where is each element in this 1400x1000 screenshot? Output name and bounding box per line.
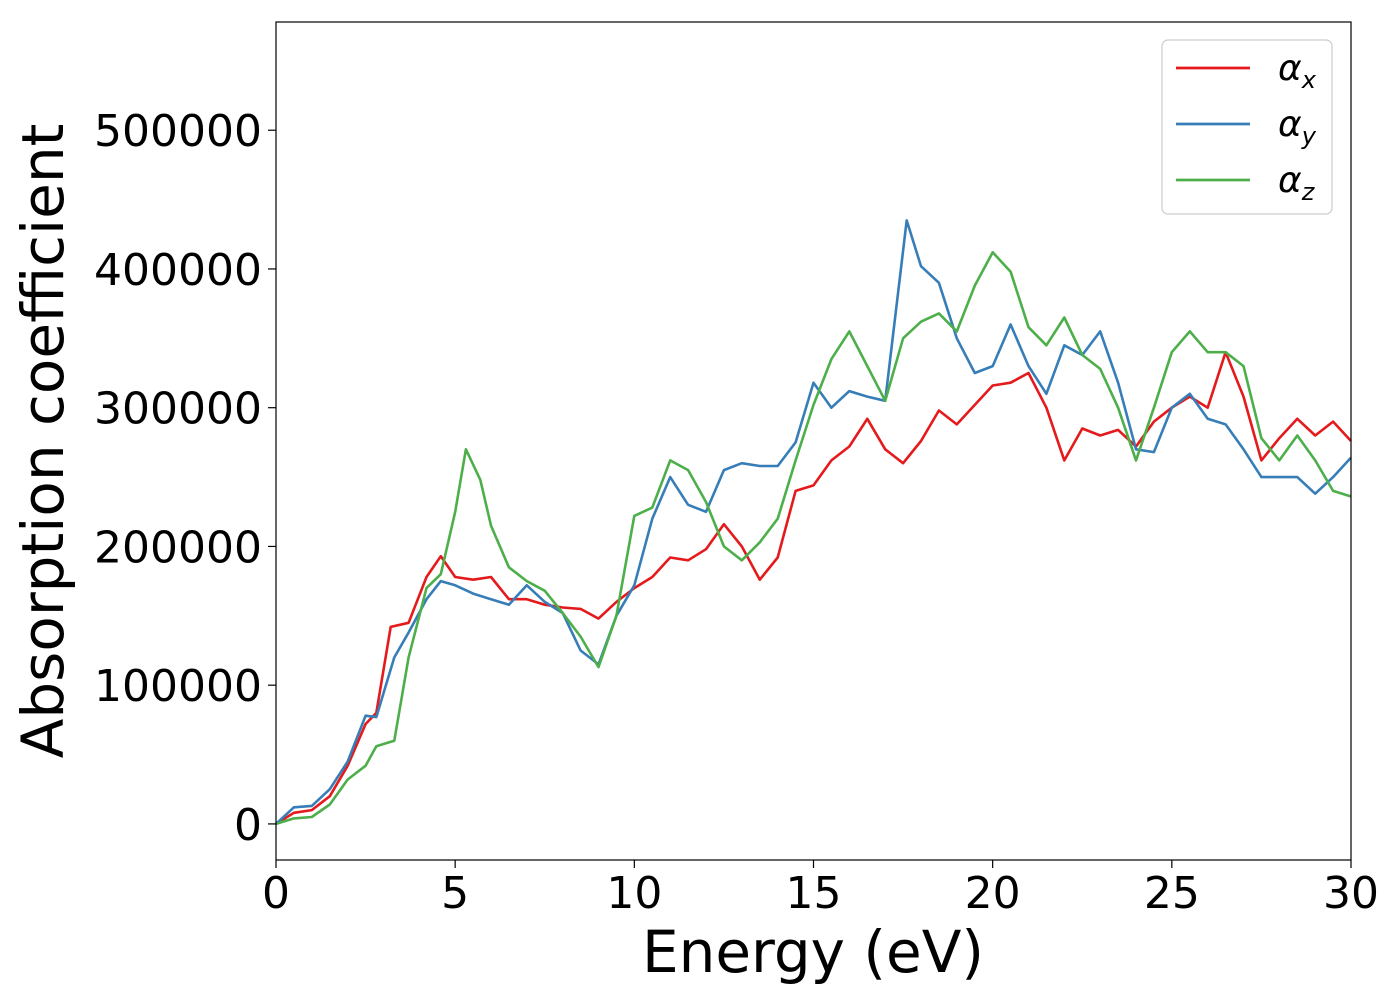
y-tick-label: 0 (234, 800, 262, 851)
y-tick-label: 200000 (94, 522, 262, 573)
series-line-y (275, 219, 1352, 825)
y-tick-label: 400000 (94, 245, 262, 296)
series-layer (275, 219, 1352, 826)
y-tick-label: 300000 (94, 384, 262, 435)
x-axis-label: Energy (eV) (642, 918, 984, 986)
x-tick-label: 5 (441, 868, 469, 919)
x-tick-label: 10 (606, 868, 662, 919)
x-tick-label: 30 (1323, 868, 1379, 919)
x-tick-label: 25 (1144, 868, 1200, 919)
x-axis-ticks: 0 5 10 15 20 25 30 (262, 860, 1379, 919)
y-tick-label: 100000 (94, 661, 262, 712)
y-tick-label: 500000 (94, 106, 262, 157)
x-tick-label: 15 (786, 868, 842, 919)
legend-box (1161, 39, 1333, 215)
x-tick-label: 0 (262, 868, 290, 919)
y-axis-label: Absorption coefficient (9, 124, 77, 759)
x-tick-label: 20 (965, 868, 1021, 919)
y-axis-ticks: 0 100000 200000 300000 400000 500000 (94, 106, 276, 851)
series-line-z (275, 251, 1352, 826)
